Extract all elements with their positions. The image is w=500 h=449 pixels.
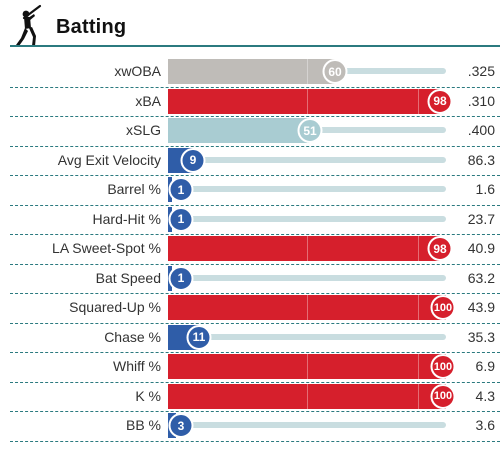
stat-row: Chase % 11 35.3 bbox=[0, 323, 500, 353]
percentile-badge: 60 bbox=[322, 59, 348, 84]
stat-row: Barrel % 1 1.6 bbox=[0, 175, 500, 206]
percentile-bar bbox=[168, 383, 446, 409]
row-divider bbox=[10, 352, 500, 353]
header-divider bbox=[10, 45, 500, 47]
row-divider bbox=[10, 381, 500, 383]
stat-row: Hard-Hit % 1 23.7 bbox=[0, 205, 500, 235]
row-divider bbox=[10, 204, 500, 206]
bar-gridline bbox=[307, 354, 308, 379]
percentile-rows: xwOBA 60 .325 xBA 98 .310 xSLG 51 .400 Avg Exit V… bbox=[0, 57, 500, 442]
stat-row: Whiff % 100 6.9 bbox=[0, 352, 500, 383]
percentile-track bbox=[168, 422, 446, 428]
percentile-badge: 100 bbox=[430, 354, 456, 379]
section-header: Batting bbox=[0, 0, 500, 48]
percentile-track bbox=[168, 156, 446, 163]
stat-label: Barrel % bbox=[107, 181, 161, 197]
bar-gridline bbox=[418, 383, 419, 409]
percentile-badge: 51 bbox=[297, 118, 323, 143]
percentile-track bbox=[168, 215, 446, 222]
stat-label: Chase % bbox=[104, 328, 161, 345]
stat-value: 43.9 bbox=[467, 299, 495, 315]
stat-row: K % 100 4.3 bbox=[0, 382, 500, 412]
stat-label: Whiff % bbox=[113, 358, 161, 374]
stat-label: xwOBA bbox=[114, 63, 161, 79]
stat-row: xwOBA 60 .325 bbox=[0, 57, 500, 88]
stat-row: Avg Exit Velocity 9 86.3 bbox=[0, 146, 500, 176]
row-divider bbox=[10, 411, 500, 412]
percentile-bar bbox=[168, 354, 446, 379]
percentile-badge: 98 bbox=[427, 88, 453, 114]
bar-gridline bbox=[307, 59, 308, 84]
stat-label: Hard-Hit % bbox=[92, 210, 161, 227]
stat-row: xSLG 51 .400 bbox=[0, 116, 500, 147]
percentile-track bbox=[168, 274, 446, 281]
percentile-badge: 1 bbox=[168, 206, 194, 232]
baseball-batter-icon bbox=[16, 4, 42, 46]
stat-value: 40.9 bbox=[467, 240, 495, 256]
percentile-bar bbox=[168, 118, 310, 143]
bar-gridline bbox=[418, 236, 419, 261]
row-divider bbox=[10, 175, 500, 176]
percentile-bar bbox=[168, 59, 335, 84]
stat-row: LA Sweet-Spot % 98 40.9 bbox=[0, 234, 500, 265]
row-divider bbox=[10, 116, 500, 117]
percentile-badge: 100 bbox=[430, 295, 456, 320]
bar-gridline bbox=[418, 88, 419, 114]
stat-value: 3.6 bbox=[475, 417, 495, 433]
stat-label: Avg Exit Velocity bbox=[57, 151, 161, 168]
percentile-badge: 100 bbox=[430, 383, 456, 409]
stat-label: LA Sweet-Spot % bbox=[52, 240, 161, 256]
percentile-track bbox=[168, 186, 446, 192]
percentile-badge: 9 bbox=[180, 147, 206, 173]
stat-value: 35.3 bbox=[467, 328, 495, 345]
stat-value: .310 bbox=[467, 92, 495, 109]
section-title: Batting bbox=[56, 16, 127, 38]
stat-row: BB % 3 3.6 bbox=[0, 411, 500, 442]
stat-row: Bat Speed 1 63.2 bbox=[0, 264, 500, 294]
stat-value: .325 bbox=[467, 63, 495, 79]
stat-value: 86.3 bbox=[467, 151, 495, 168]
stat-label: Squared-Up % bbox=[69, 299, 161, 315]
stat-label: Bat Speed bbox=[95, 269, 161, 286]
row-divider bbox=[10, 293, 500, 294]
percentile-badge: 3 bbox=[168, 413, 194, 438]
stat-label: xBA bbox=[135, 92, 161, 109]
row-divider bbox=[10, 322, 500, 324]
percentile-bar bbox=[168, 88, 440, 114]
bar-gridline bbox=[307, 295, 308, 320]
stat-label: BB % bbox=[125, 417, 161, 433]
bar-gridline bbox=[307, 88, 308, 114]
percentile-track bbox=[168, 333, 446, 340]
bar-gridline bbox=[418, 295, 419, 320]
row-divider bbox=[10, 145, 500, 147]
row-divider bbox=[10, 234, 500, 235]
stat-row: xBA 98 .310 bbox=[0, 87, 500, 117]
bar-gridline bbox=[418, 354, 419, 379]
row-divider bbox=[10, 86, 500, 88]
bar-gridline bbox=[307, 236, 308, 261]
percentile-badge: 11 bbox=[186, 324, 212, 350]
bar-gridline bbox=[307, 383, 308, 409]
stat-value: .400 bbox=[467, 122, 495, 138]
percentile-bar bbox=[168, 295, 446, 320]
row-divider bbox=[10, 263, 500, 265]
stat-value: 63.2 bbox=[467, 269, 495, 286]
percentile-badge: 98 bbox=[427, 236, 453, 261]
stat-label: xSLG bbox=[125, 122, 161, 138]
stat-value: 4.3 bbox=[475, 387, 495, 404]
stat-value: 1.6 bbox=[475, 181, 495, 197]
row-divider bbox=[10, 440, 500, 442]
stat-value: 23.7 bbox=[467, 210, 495, 227]
percentile-badge: 1 bbox=[168, 265, 194, 291]
percentile-bar bbox=[168, 236, 440, 261]
stat-row: Squared-Up % 100 43.9 bbox=[0, 293, 500, 324]
percentile-badge: 1 bbox=[168, 177, 194, 202]
stat-value: 6.9 bbox=[475, 358, 495, 374]
stat-label: K % bbox=[135, 387, 161, 404]
